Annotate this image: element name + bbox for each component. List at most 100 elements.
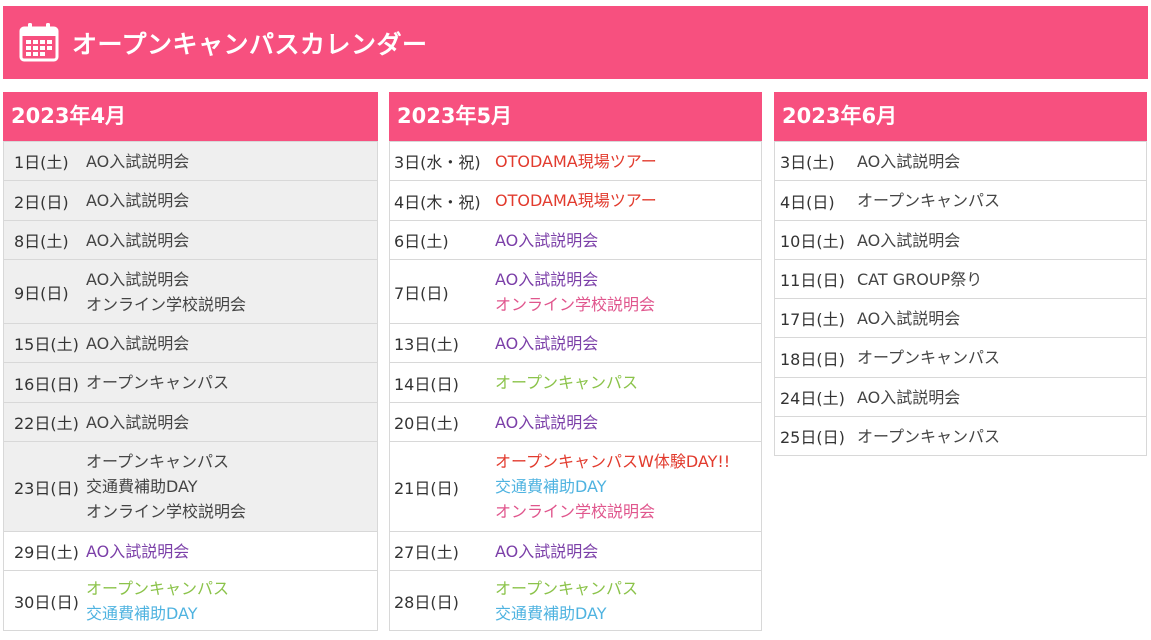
event-date: 18日(日) (780, 349, 845, 369)
event-list: AO入試説明会 (495, 539, 598, 564)
event-item[interactable]: AO入試説明会 (86, 333, 190, 353)
event-item[interactable]: AO入試説明会 (857, 151, 961, 171)
event-date: 22日(土) (14, 414, 79, 433)
event-item[interactable]: オープンキャンパス (857, 348, 1001, 367)
event-date: 16日(日) (14, 374, 79, 394)
event-date: 3日(水・祝) (394, 153, 481, 172)
event-date: 13日(土) (394, 335, 459, 354)
event-list: AO入試説明会 (86, 188, 189, 213)
month-title: 2023年4月 (3, 92, 378, 141)
event-list: オープンキャンパス (86, 370, 229, 395)
calendar-row: 3日(水・祝) OTODAMA現場ツアー (390, 141, 761, 180)
event-item[interactable]: オンライン学校説明会 (495, 294, 656, 314)
event-item[interactable]: AO入試説明会 (86, 191, 190, 210)
calendar-row: 11日(日) CAT GROUP祭り (775, 259, 1146, 298)
event-list: オープンキャンパス (495, 370, 638, 395)
event-item[interactable]: OTODAMA現場ツアー (495, 191, 657, 210)
event-item[interactable]: AO入試説明会 (857, 308, 961, 328)
calendar-row: 29日(土) AO入試説明会 (4, 531, 377, 570)
event-date: 21日(日) (394, 478, 459, 498)
calendar-row: 8日(土) AO入試説明会 (4, 220, 377, 259)
month-panel: 2023年6月 3日(土) AO入試説明会 4日(日) オープンキャンパス 10日(土) A… (774, 92, 1147, 456)
event-item[interactable]: 交通費補助DAY (86, 603, 198, 623)
event-date: 10日(土) (780, 232, 845, 251)
event-list: AO入試説明会 (857, 385, 960, 410)
event-date: 1日(土) (14, 153, 69, 172)
event-item[interactable]: 交通費補助DAY (495, 477, 607, 496)
event-item[interactable]: オープンキャンパスW体験DAY!! (495, 452, 731, 471)
event-date: 29日(土) (14, 543, 79, 562)
event-list: OTODAMA現場ツアー (495, 188, 657, 213)
calendar-row: 17日(土) AO入試説明会 (775, 298, 1146, 337)
calendar-row: 28日(日) オープンキャンパス 交通費補助DAY (390, 570, 761, 630)
event-date: 9日(日) (14, 283, 69, 303)
event-item[interactable]: AO入試説明会 (857, 387, 961, 407)
event-item[interactable]: オープンキャンパス (495, 373, 639, 392)
event-item[interactable]: AO入試説明会 (495, 269, 599, 289)
page-title: オープンキャンパスカレンダー (72, 30, 428, 59)
calendar-row: 22日(土) AO入試説明会 (4, 402, 377, 441)
calendar-row: 30日(日) オープンキャンパス 交通費補助DAY (4, 570, 377, 630)
event-item[interactable]: 交通費補助DAY (495, 603, 607, 623)
calendar-row: 27日(土) AO入試説明会 (390, 531, 761, 570)
event-item[interactable]: オープンキャンパス (86, 578, 230, 598)
event-item[interactable]: AO入試説明会 (495, 230, 599, 250)
calendar-row: 20日(土) AO入試説明会 (390, 402, 761, 441)
event-list: AO入試説明会 (857, 149, 960, 174)
calendar-row: 15日(土) AO入試説明会 (4, 323, 377, 362)
event-date: 6日(土) (394, 232, 449, 251)
event-list: オープンキャンパス 交通費補助DAY (495, 576, 638, 626)
event-item[interactable]: オープンキャンパス (86, 373, 230, 392)
event-list: AO入試説明会 (86, 539, 189, 564)
event-item[interactable]: AO入試説明会 (86, 151, 190, 171)
event-item[interactable]: オンライン学校説明会 (495, 502, 656, 521)
event-date: 15日(土) (14, 335, 79, 354)
event-date: 4日(木・祝) (394, 192, 481, 212)
calendar-row: 1日(土) AO入試説明会 (4, 141, 377, 180)
event-list: AO入試説明会 (857, 306, 960, 331)
event-date: 7日(日) (394, 283, 449, 303)
event-list: AO入試説明会 (495, 331, 598, 356)
event-item[interactable]: AO入試説明会 (495, 541, 599, 561)
event-item[interactable]: AO入試説明会 (86, 230, 190, 250)
calendar-row: 24日(土) AO入試説明会 (775, 377, 1146, 416)
event-item[interactable]: 交通費補助DAY (86, 477, 198, 496)
calendar-row: 25日(日) オープンキャンパス (775, 416, 1146, 455)
event-list: オープンキャンパス 交通費補助DAY オンライン学校説明会 (86, 449, 246, 524)
event-list: AO入試説明会 (86, 410, 189, 435)
calendar-icon (19, 23, 59, 62)
event-item[interactable]: CAT GROUP祭り (857, 269, 983, 289)
calendar-row: 7日(日) AO入試説明会オンライン学校説明会 (390, 259, 761, 323)
event-list: オープンキャンパス 交通費補助DAY (86, 576, 229, 626)
event-item[interactable]: AO入試説明会 (86, 269, 190, 289)
event-item[interactable]: OTODAMA現場ツアー (495, 151, 657, 171)
event-list: AO入試説明会オンライン学校説明会 (495, 267, 655, 317)
event-item[interactable]: AO入試説明会 (86, 412, 190, 432)
event-item[interactable]: オープンキャンパス (495, 578, 639, 598)
calendar-row: 10日(土) AO入試説明会 (775, 220, 1146, 259)
event-list: オープンキャンパス (857, 424, 1000, 449)
event-item[interactable]: オープンキャンパス (857, 191, 1001, 210)
calendar-banner: オープンキャンパスカレンダー (3, 6, 1148, 79)
event-item[interactable]: AO入試説明会 (495, 412, 599, 432)
event-item[interactable]: AO入試説明会 (857, 230, 961, 250)
event-date: 11日(日) (780, 271, 845, 290)
event-item[interactable]: AO入試説明会 (86, 541, 190, 561)
event-item[interactable]: AO入試説明会 (495, 333, 599, 353)
event-item[interactable]: オンライン学校説明会 (86, 502, 247, 521)
calendar-row: 3日(土) AO入試説明会 (775, 141, 1146, 180)
event-item[interactable]: オープンキャンパス (857, 426, 1001, 446)
calendar-row: 18日(日) オープンキャンパス (775, 337, 1146, 377)
event-item[interactable]: オープンキャンパス (86, 452, 230, 471)
event-date: 23日(日) (14, 478, 79, 498)
calendar-row: 16日(日) オープンキャンパス (4, 362, 377, 402)
event-list: AO入試説明会 (495, 228, 598, 253)
event-list: AO入試説明会 (857, 228, 960, 253)
event-list: オープンキャンパス (857, 345, 1000, 370)
month-title: 2023年5月 (389, 92, 762, 141)
calendar-row: 6日(土) AO入試説明会 (390, 220, 761, 259)
calendar-row: 23日(日) オープンキャンパス 交通費補助DAY オンライン学校説明会 (4, 441, 377, 531)
event-item[interactable]: オンライン学校説明会 (86, 294, 247, 314)
calendar-row: 21日(日) オープンキャンパスW体験DAY!! 交通費補助DAY オンライン学校説明… (390, 441, 761, 531)
event-list: OTODAMA現場ツアー (495, 149, 657, 174)
